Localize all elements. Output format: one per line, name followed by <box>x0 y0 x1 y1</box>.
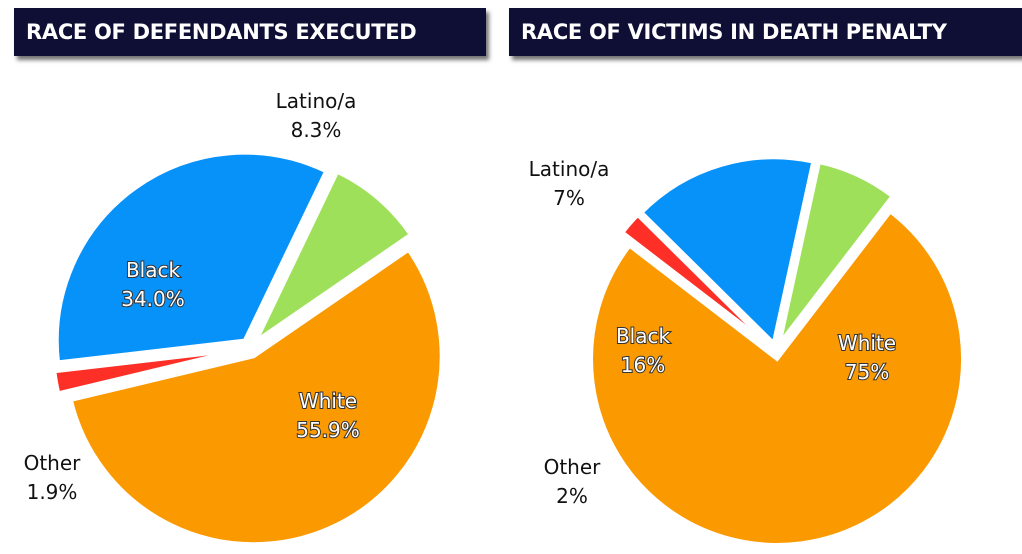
pie-slice-other <box>619 212 772 348</box>
chart-title-defendants: RACE OF DEFENDANTS EXECUTED <box>14 8 486 56</box>
chart-title-defendants-text: RACE OF DEFENDANTS EXECUTED <box>26 20 417 44</box>
slice-value-other: 1.9% <box>27 480 78 504</box>
pie-chart-0: White 55.9% Other 1.9% Black 34.0% Latino/a 8.3… <box>24 89 444 547</box>
chart-title-victims: RACE OF VICTIMS IN DEATH PENALTY <box>509 8 1022 56</box>
slice-label-black: Black <box>126 258 181 282</box>
pie-slice-white <box>589 208 966 547</box>
pie-slice-other <box>52 347 242 396</box>
chart-title-victims-text: RACE OF VICTIMS IN DEATH PENALTY <box>521 20 947 44</box>
slice-label-latinoa: Latino/a <box>529 157 610 181</box>
slice-value-white: 75% <box>845 360 889 384</box>
slice-value-black: 16% <box>621 353 665 377</box>
pie-slice-black <box>638 155 816 348</box>
pie-chart-1: White 75% Other 2% Black 16% Latino/a 7% <box>529 155 966 547</box>
pie-slice-white <box>68 246 444 547</box>
slice-value-black: 34.0% <box>121 287 185 311</box>
slice-label-other: Other <box>544 455 602 479</box>
slice-value-white: 55.9% <box>296 418 360 442</box>
slice-label-black: Black <box>616 324 671 348</box>
slice-value-latinoa: 8.3% <box>291 118 342 142</box>
slice-value-other: 2% <box>556 484 588 508</box>
pie-slice-latinoa <box>250 169 414 348</box>
pie-slice-latinoa <box>777 159 896 345</box>
slice-label-white: White <box>299 389 357 413</box>
slice-value-latinoa: 7% <box>553 186 585 210</box>
slice-label-white: White <box>838 331 896 355</box>
slice-label-other: Other <box>24 451 82 475</box>
pie-slice-black <box>54 150 329 365</box>
slice-label-latinoa: Latino/a <box>276 89 357 113</box>
